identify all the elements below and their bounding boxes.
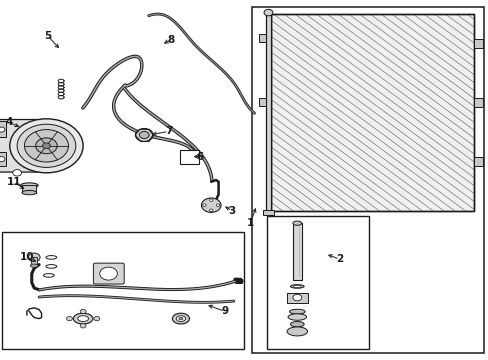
Circle shape <box>100 267 117 280</box>
Ellipse shape <box>287 314 306 320</box>
Circle shape <box>10 119 83 173</box>
Bar <box>271 14 473 211</box>
Bar <box>292 223 301 280</box>
Bar <box>265 14 271 211</box>
Text: 7: 7 <box>164 126 172 136</box>
Bar <box>266 216 368 349</box>
Circle shape <box>201 198 221 212</box>
Bar <box>271 14 473 211</box>
Bar <box>180 150 198 164</box>
Circle shape <box>80 309 86 314</box>
Bar <box>251 7 483 353</box>
Bar <box>22 185 36 193</box>
Circle shape <box>94 316 100 321</box>
Circle shape <box>0 127 5 132</box>
Bar <box>259 33 265 41</box>
Ellipse shape <box>73 313 93 324</box>
Ellipse shape <box>22 190 37 195</box>
Ellipse shape <box>46 256 57 259</box>
Circle shape <box>216 204 219 206</box>
Bar <box>263 210 273 215</box>
Circle shape <box>80 324 86 328</box>
Circle shape <box>209 199 212 201</box>
Circle shape <box>24 130 68 162</box>
Circle shape <box>202 204 205 206</box>
Bar <box>0 121 6 137</box>
Ellipse shape <box>20 183 38 188</box>
Text: 11: 11 <box>6 177 21 187</box>
Text: 6: 6 <box>197 152 203 162</box>
Ellipse shape <box>43 274 54 277</box>
Text: 1: 1 <box>246 218 253 228</box>
Bar <box>473 39 482 48</box>
FancyBboxPatch shape <box>93 263 124 284</box>
Circle shape <box>13 170 21 176</box>
Ellipse shape <box>179 318 183 320</box>
Ellipse shape <box>286 327 307 336</box>
Bar <box>286 293 307 303</box>
Ellipse shape <box>292 221 301 225</box>
Text: 10: 10 <box>20 252 34 262</box>
Text: 4: 4 <box>5 117 13 127</box>
Circle shape <box>66 316 72 321</box>
Ellipse shape <box>289 309 305 314</box>
Bar <box>31 257 37 265</box>
Bar <box>259 98 265 106</box>
Ellipse shape <box>290 285 304 288</box>
Ellipse shape <box>172 313 189 324</box>
Bar <box>473 98 482 107</box>
Circle shape <box>264 9 272 16</box>
Circle shape <box>139 131 149 139</box>
Circle shape <box>0 157 5 162</box>
Text: 2: 2 <box>336 254 343 264</box>
Bar <box>0 152 6 166</box>
Text: 8: 8 <box>167 35 174 45</box>
Circle shape <box>292 294 301 301</box>
Text: 9: 9 <box>221 306 228 316</box>
Bar <box>473 157 482 166</box>
Text: 3: 3 <box>228 206 235 216</box>
Ellipse shape <box>176 316 185 321</box>
Ellipse shape <box>293 285 301 288</box>
Bar <box>2 232 244 349</box>
Text: 5: 5 <box>44 31 51 41</box>
Ellipse shape <box>78 316 88 321</box>
Ellipse shape <box>290 321 304 327</box>
Circle shape <box>17 124 76 167</box>
Ellipse shape <box>46 265 57 268</box>
Circle shape <box>28 253 40 262</box>
Circle shape <box>209 209 212 211</box>
Circle shape <box>42 143 50 149</box>
Circle shape <box>36 138 57 154</box>
FancyBboxPatch shape <box>0 120 41 172</box>
Ellipse shape <box>30 264 38 267</box>
Circle shape <box>135 129 153 141</box>
